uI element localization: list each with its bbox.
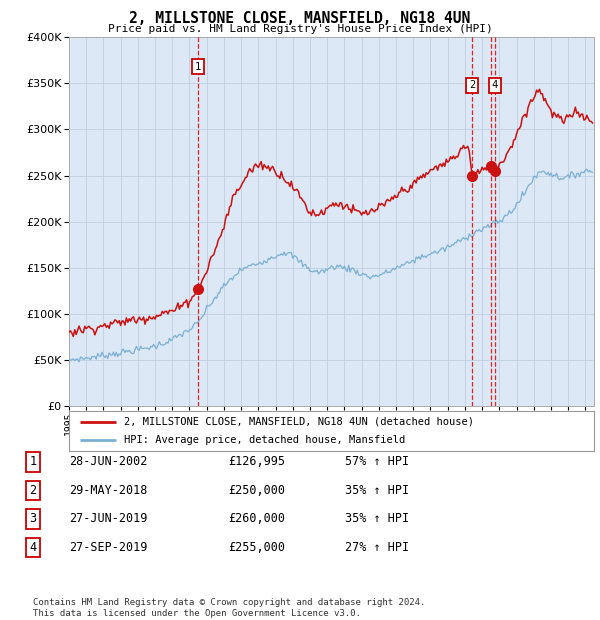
Text: 4: 4 <box>29 541 37 554</box>
Text: £126,995: £126,995 <box>228 456 285 468</box>
Text: £260,000: £260,000 <box>228 513 285 525</box>
Text: 28-JUN-2002: 28-JUN-2002 <box>69 456 148 468</box>
Text: £250,000: £250,000 <box>228 484 285 497</box>
Text: 2, MILLSTONE CLOSE, MANSFIELD, NG18 4UN (detached house): 2, MILLSTONE CLOSE, MANSFIELD, NG18 4UN … <box>124 417 474 427</box>
Text: 57% ↑ HPI: 57% ↑ HPI <box>345 456 409 468</box>
Text: Contains HM Land Registry data © Crown copyright and database right 2024.: Contains HM Land Registry data © Crown c… <box>33 598 425 607</box>
Text: HPI: Average price, detached house, Mansfield: HPI: Average price, detached house, Mans… <box>124 435 406 446</box>
Text: 27-JUN-2019: 27-JUN-2019 <box>69 513 148 525</box>
Text: 27-SEP-2019: 27-SEP-2019 <box>69 541 148 554</box>
Text: Price paid vs. HM Land Registry's House Price Index (HPI): Price paid vs. HM Land Registry's House … <box>107 24 493 33</box>
Text: 3: 3 <box>29 513 37 525</box>
Text: 27% ↑ HPI: 27% ↑ HPI <box>345 541 409 554</box>
Text: £255,000: £255,000 <box>228 541 285 554</box>
Text: 1: 1 <box>29 456 37 468</box>
Text: 4: 4 <box>492 80 498 90</box>
Text: 35% ↑ HPI: 35% ↑ HPI <box>345 513 409 525</box>
Text: This data is licensed under the Open Government Licence v3.0.: This data is licensed under the Open Gov… <box>33 609 361 618</box>
Text: 35% ↑ HPI: 35% ↑ HPI <box>345 484 409 497</box>
Text: 29-MAY-2018: 29-MAY-2018 <box>69 484 148 497</box>
Text: 2: 2 <box>29 484 37 497</box>
Text: 1: 1 <box>195 62 201 72</box>
Text: 2, MILLSTONE CLOSE, MANSFIELD, NG18 4UN: 2, MILLSTONE CLOSE, MANSFIELD, NG18 4UN <box>130 11 470 26</box>
Text: 2: 2 <box>469 80 475 90</box>
